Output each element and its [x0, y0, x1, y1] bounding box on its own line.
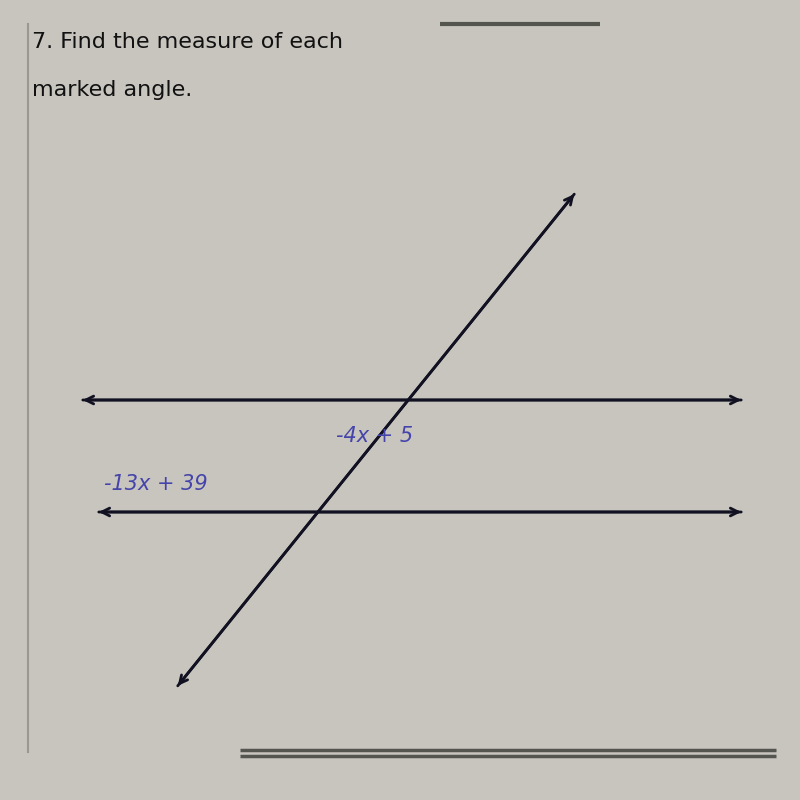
- Text: -4x + 5: -4x + 5: [336, 426, 413, 446]
- Text: 7. Find the measure of each: 7. Find the measure of each: [32, 32, 343, 52]
- Text: marked angle.: marked angle.: [32, 80, 192, 100]
- Text: -13x + 39: -13x + 39: [104, 474, 208, 494]
